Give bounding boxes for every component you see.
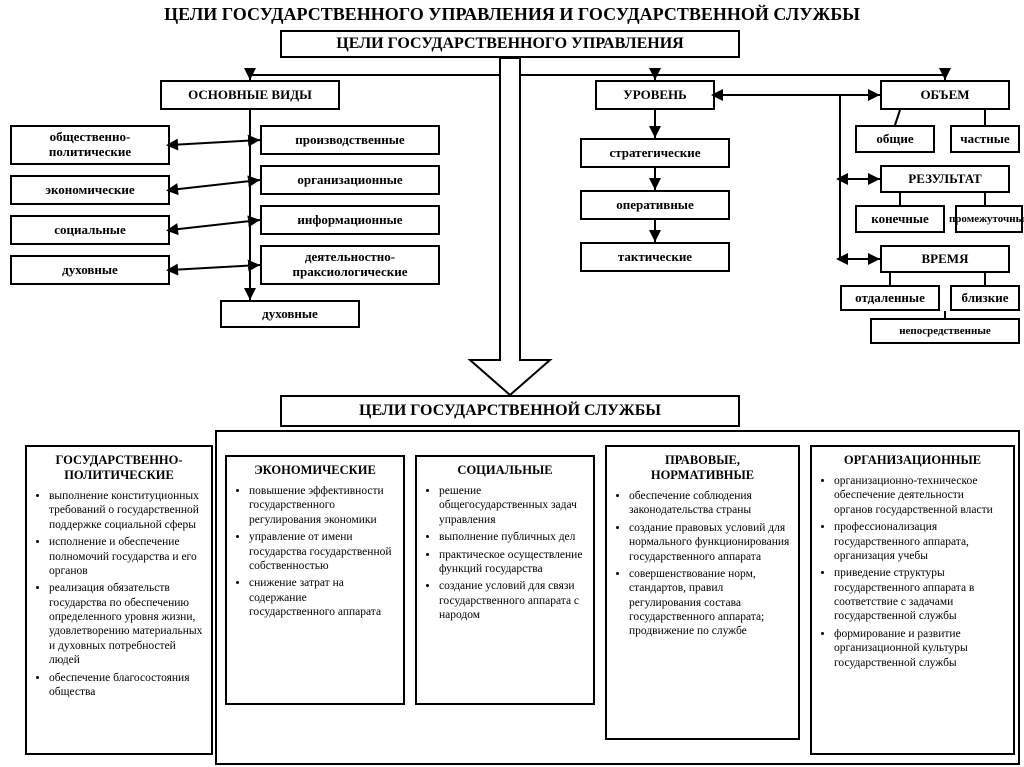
col-3: СОЦИАЛЬНЫЕ решение общегосударственных з… bbox=[415, 455, 595, 705]
col-2-list: повышение эффективности государственного… bbox=[235, 484, 395, 619]
left-c: социальные bbox=[10, 215, 170, 245]
list-item: формирование и развитие организационной … bbox=[834, 627, 1005, 670]
col-3-title: СОЦИАЛЬНЫЕ bbox=[425, 463, 585, 478]
list-item: повышение эффективности государственного… bbox=[249, 484, 395, 527]
col-2: ЭКОНОМИЧЕСКИЕ повышение эффективности го… bbox=[225, 455, 405, 705]
mid-c: информационные bbox=[260, 205, 440, 235]
main-title: ЦЕЛИ ГОСУДАРСТВЕННОГО УПРАВЛЕНИЯ И ГОСУД… bbox=[100, 4, 924, 25]
list-item: совершенствование норм, стандартов, прав… bbox=[629, 567, 790, 639]
tm-a: отдаленные bbox=[840, 285, 940, 311]
list-item: управление от имени государства государс… bbox=[249, 530, 395, 573]
list-item: решение общегосударственных задач управл… bbox=[439, 484, 585, 527]
list-item: профессионализация государственного аппа… bbox=[834, 520, 1005, 563]
time-header: ВРЕМЯ bbox=[880, 245, 1010, 273]
col-4-title: ПРАВОВЫЕ, НОРМАТИВНЫЕ bbox=[615, 453, 790, 483]
list-item: приведение структуры государственного ап… bbox=[834, 566, 1005, 624]
mid-d: деятельностно-праксиологические bbox=[260, 245, 440, 285]
volume-header: ОБЪЕМ bbox=[880, 80, 1010, 110]
sub-title: ЦЕЛИ ГОСУДАРСТВЕННОГО УПРАВЛЕНИЯ bbox=[280, 30, 740, 58]
vol-a: общие bbox=[855, 125, 935, 153]
col-5-list: организационно-техническое обеспечение д… bbox=[820, 474, 1005, 670]
list-item: создание правовых условий для нормальног… bbox=[629, 521, 790, 564]
main-types-header: ОСНОВНЫЕ ВИДЫ bbox=[160, 80, 340, 110]
mid-a: производственные bbox=[260, 125, 440, 155]
mid-e: духовные bbox=[220, 300, 360, 328]
col-2-title: ЭКОНОМИЧЕСКИЕ bbox=[235, 463, 395, 478]
list-item: реализация обязательств государства по о… bbox=[49, 581, 203, 667]
list-item: практическое осуществление функций госуд… bbox=[439, 548, 585, 577]
col-4-list: обеспечение соблюдения законодательства … bbox=[615, 489, 790, 639]
level-header: УРОВЕНЬ bbox=[595, 80, 715, 110]
lvl-b: оперативные bbox=[580, 190, 730, 220]
list-item: снижение затрат на содержание государств… bbox=[249, 576, 395, 619]
list-item: выполнение конституционных требований о … bbox=[49, 489, 203, 532]
service-title: ЦЕЛИ ГОСУДАРСТВЕННОЙ СЛУЖБЫ bbox=[280, 395, 740, 427]
col-4: ПРАВОВЫЕ, НОРМАТИВНЫЕ обеспечение соблюд… bbox=[605, 445, 800, 740]
list-item: создание условий для связи государственн… bbox=[439, 579, 585, 622]
vol-b: частные bbox=[950, 125, 1020, 153]
res-b: промежуточные bbox=[955, 205, 1023, 233]
result-header: РЕЗУЛЬТАТ bbox=[880, 165, 1010, 193]
lvl-c: тактические bbox=[580, 242, 730, 272]
left-a: общественно-политические bbox=[10, 125, 170, 165]
col-1: ГОСУДАРСТВЕННО-ПОЛИТИЧЕСКИЕ выполнение к… bbox=[25, 445, 213, 755]
mid-b: организационные bbox=[260, 165, 440, 195]
col-3-list: решение общегосударственных задач управл… bbox=[425, 484, 585, 622]
left-d: духовные bbox=[10, 255, 170, 285]
tm-b: близкие bbox=[950, 285, 1020, 311]
tm-c: непосредственные bbox=[870, 318, 1020, 344]
list-item: обеспечение соблюдения законодательства … bbox=[629, 489, 790, 518]
lvl-a: стратегические bbox=[580, 138, 730, 168]
col-1-list: выполнение конституционных требований о … bbox=[35, 489, 203, 699]
list-item: выполнение публичных дел bbox=[439, 530, 585, 544]
col-5: ОРГАНИЗАЦИОННЫЕ организационно-техническ… bbox=[810, 445, 1015, 755]
list-item: организационно-техническое обеспечение д… bbox=[834, 474, 1005, 517]
col-5-title: ОРГАНИЗАЦИОННЫЕ bbox=[820, 453, 1005, 468]
res-a: конечные bbox=[855, 205, 945, 233]
list-item: исполнение и обеспечение полномочий госу… bbox=[49, 535, 203, 578]
left-b: экономические bbox=[10, 175, 170, 205]
list-item: обеспечение благосостояния общества bbox=[49, 671, 203, 700]
col-1-title: ГОСУДАРСТВЕННО-ПОЛИТИЧЕСКИЕ bbox=[35, 453, 203, 483]
